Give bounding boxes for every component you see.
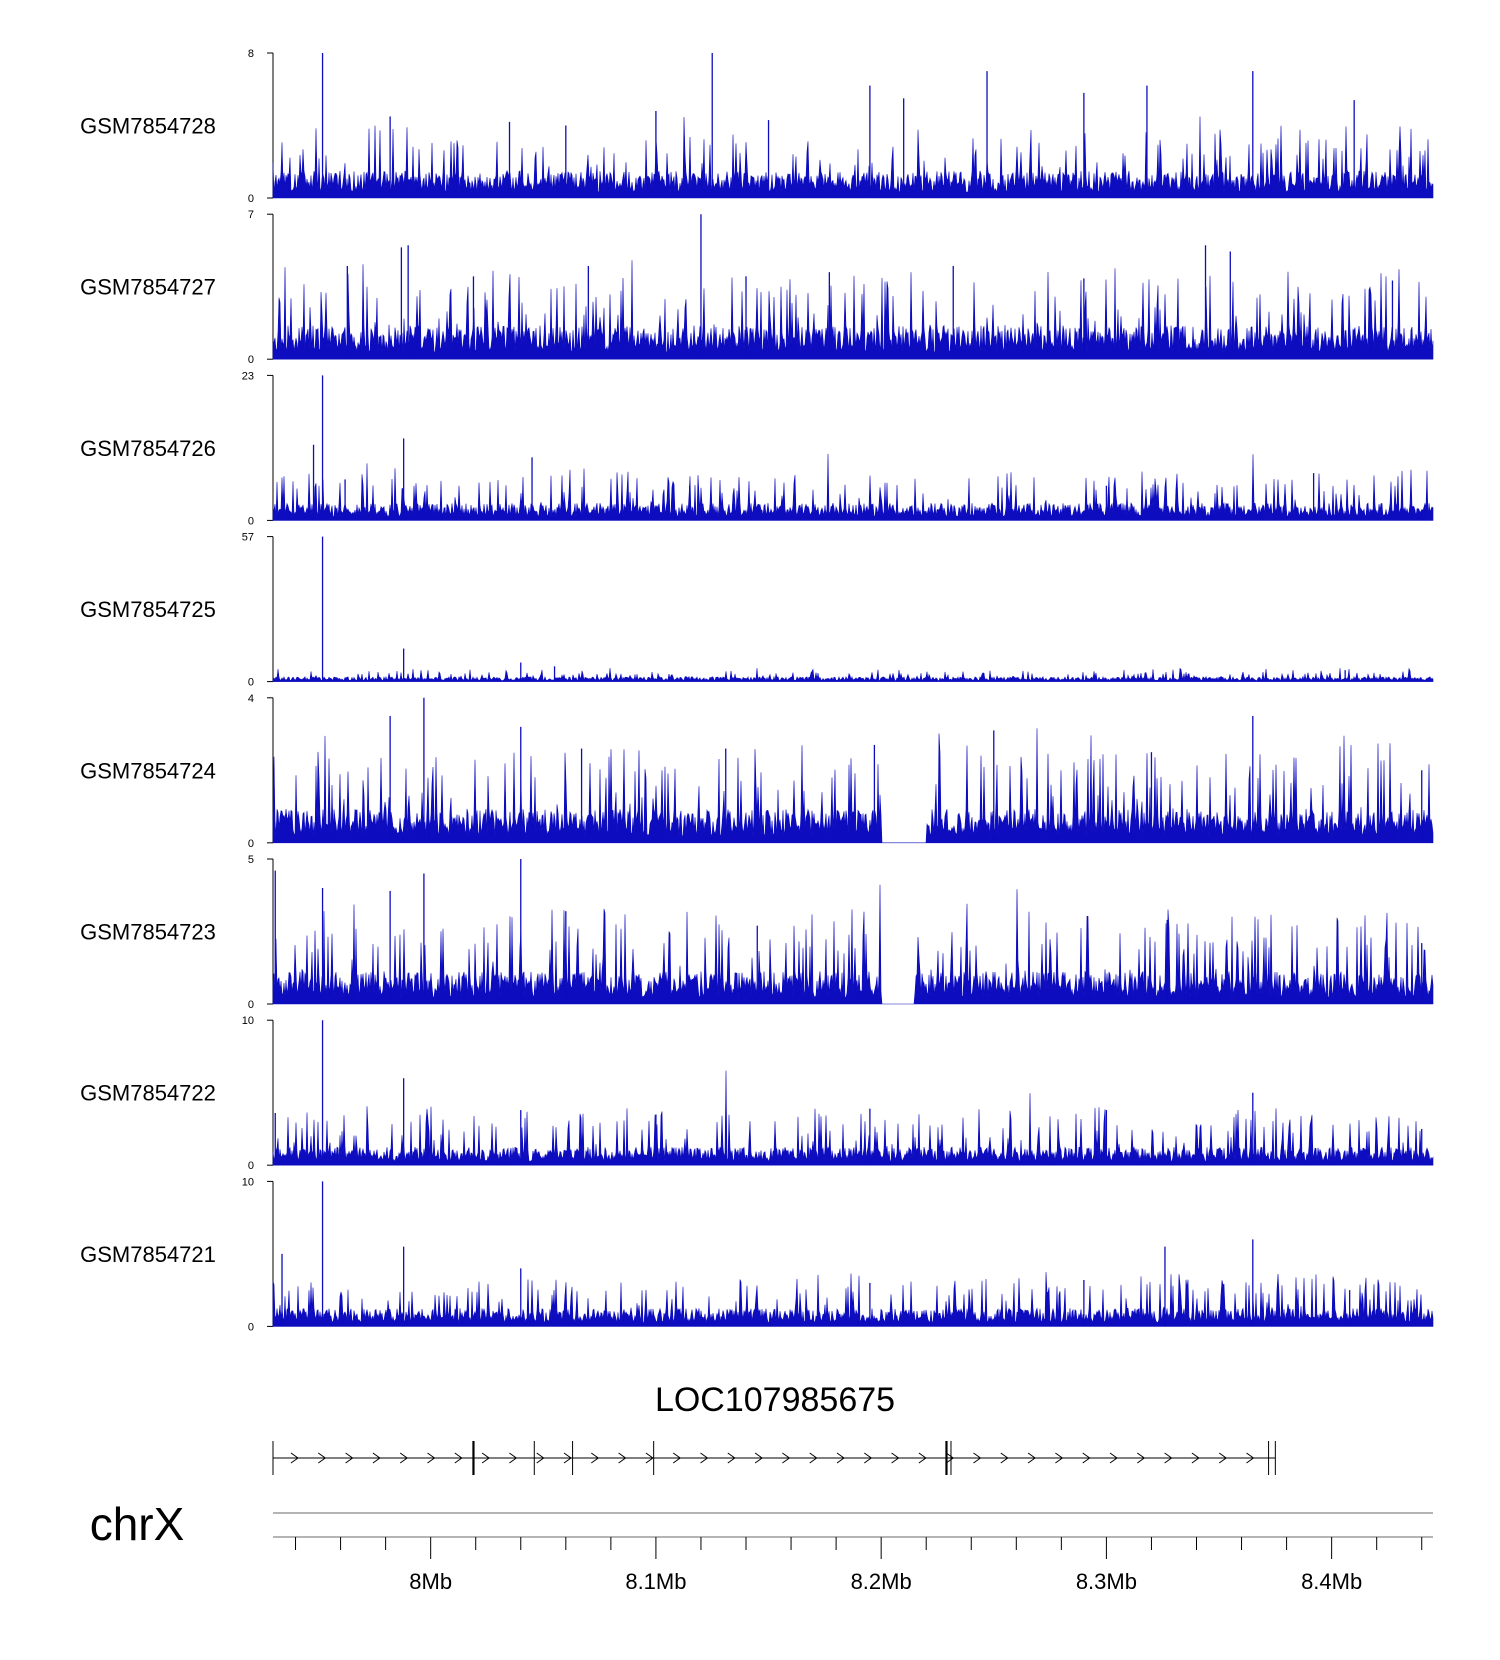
chromosome-axis: chrX 8Mb 8.1Mb 8.2Mb 8.3Mb 8.4Mb: [90, 1498, 1433, 1594]
track-label: GSM7854722: [80, 1081, 216, 1106]
strand-arrow: [1055, 1452, 1064, 1464]
y-tick-label-min: 0: [248, 1321, 254, 1333]
y-tick-label-min: 0: [248, 193, 254, 205]
chromosome-label: chrX: [90, 1498, 185, 1550]
strand-arrow: [945, 1452, 955, 1464]
strand-arrow: [918, 1452, 927, 1464]
strand-arrow: [864, 1452, 873, 1464]
y-tick-label-min: 0: [248, 515, 254, 527]
y-tick-label-min: 0: [248, 999, 254, 1011]
strand-arrow: [1027, 1452, 1036, 1464]
strand-arrow: [1218, 1452, 1228, 1464]
strand-arrow: [1137, 1452, 1146, 1464]
track-GSM7854723: GSM7854723 5 0: [80, 854, 1434, 1011]
signal-area: [272, 453, 1434, 521]
gene-track: LOC107985675: [272, 1381, 1276, 1475]
strand-arrow: [536, 1452, 545, 1464]
strand-arrow: [427, 1452, 436, 1464]
strand-arrow: [318, 1452, 327, 1464]
track-label: GSM7854721: [80, 1242, 216, 1267]
signal-area: [272, 260, 1434, 360]
strand-arrow: [372, 1452, 381, 1464]
strand-arrow: [1246, 1452, 1255, 1464]
x-tick-label: 8.3Mb: [1076, 1569, 1137, 1594]
y-tick-label-max: 5: [248, 854, 254, 866]
y-tick-label-min: 0: [248, 1160, 254, 1172]
x-tick-label: 8.4Mb: [1301, 1569, 1362, 1594]
strand-arrow: [672, 1452, 682, 1464]
strand-arrow: [700, 1452, 709, 1464]
strand-arrow: [290, 1452, 299, 1464]
strand-arrow: [1000, 1452, 1009, 1464]
strand-arrow: [618, 1452, 627, 1464]
track-GSM7854721: GSM7854721 10 0: [80, 1176, 1434, 1333]
track-label: GSM7854726: [80, 436, 216, 461]
strand-arrow: [509, 1452, 518, 1464]
track-label: GSM7854725: [80, 597, 216, 622]
strand-arrow: [891, 1452, 900, 1464]
strand-arrow: [836, 1452, 845, 1464]
strand-arrow: [973, 1452, 982, 1464]
strand-arrow: [1191, 1452, 1200, 1464]
track-GSM7854724: GSM7854724 4 0: [80, 693, 1434, 850]
y-tick-label-min: 0: [248, 354, 254, 366]
gene-name-label: LOC107985675: [655, 1381, 895, 1419]
track-GSM7854726: GSM7854726 23 0: [80, 370, 1434, 527]
x-tick-label: 8.1Mb: [625, 1569, 686, 1594]
track-label: GSM7854723: [80, 920, 216, 945]
strand-arrow: [1164, 1452, 1173, 1464]
strand-arrow: [591, 1452, 600, 1464]
y-tick-label-max: 10: [242, 1015, 254, 1027]
signal-area: [272, 116, 1434, 199]
strand-arrow: [563, 1452, 572, 1464]
strand-arrow: [454, 1452, 463, 1464]
signal-area: [272, 1272, 1434, 1327]
signal-tracks: GSM785472880GSM785472770GSM7854726230GSM…: [80, 48, 1434, 1333]
track-label: GSM7854727: [80, 275, 216, 300]
y-tick-label-min: 0: [248, 838, 254, 850]
strand-arrow: [727, 1452, 736, 1464]
y-tick-label-max: 23: [242, 370, 254, 382]
track-label: GSM7854728: [80, 114, 216, 139]
track-label: GSM7854724: [80, 758, 216, 783]
strand-arrow: [645, 1452, 654, 1464]
signal-area: [272, 1070, 1434, 1166]
signal-area: [272, 728, 1434, 844]
strand-arrow: [1109, 1452, 1118, 1464]
track-GSM7854728: GSM7854728 8 0: [80, 48, 1434, 205]
strand-arrow: [754, 1452, 763, 1464]
y-tick-label-max: 10: [242, 1176, 254, 1188]
signal-area: [272, 884, 1434, 1005]
track-GSM7854722: GSM7854722 10 0: [80, 1015, 1434, 1172]
track-GSM7854727: GSM7854727 7 0: [80, 209, 1434, 366]
strand-arrow: [345, 1452, 354, 1464]
strand-arrow: [782, 1452, 791, 1464]
y-tick-label-max: 57: [242, 532, 254, 544]
strand-arrow: [809, 1452, 818, 1464]
strand-arrow: [481, 1452, 490, 1464]
signal-area: [272, 667, 1434, 682]
y-tick-label-max: 4: [248, 693, 254, 705]
y-tick-label-min: 0: [248, 677, 254, 689]
track-GSM7854725: GSM7854725 57 0: [80, 532, 1434, 689]
strand-arrow: [399, 1452, 409, 1464]
y-tick-label-max: 8: [248, 48, 254, 60]
y-tick-label-max: 7: [248, 209, 254, 221]
strand-arrow: [1082, 1452, 1091, 1464]
x-tick-label: 8Mb: [409, 1569, 452, 1594]
x-tick-label: 8.2Mb: [851, 1569, 912, 1594]
